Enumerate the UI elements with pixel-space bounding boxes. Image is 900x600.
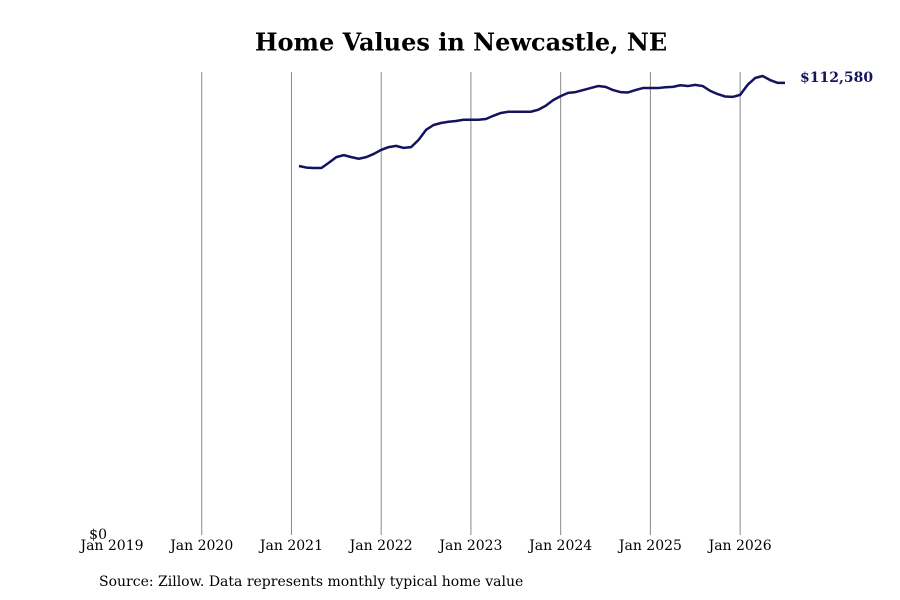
line-series — [298, 74, 786, 170]
x-tick-label: Jan 2022 — [348, 538, 413, 554]
value-label: $112,580 — [800, 70, 873, 86]
chart-title: Home Values in Newcastle, NE — [255, 28, 667, 57]
source-note: Source: Zillow. Data represents monthly … — [99, 574, 523, 590]
x-tick-label: Jan 2026 — [707, 538, 772, 554]
x-tick-label: Jan 2024 — [527, 538, 592, 554]
y-tick-label: $0 — [89, 527, 107, 543]
x-tick-label: Jan 2020 — [168, 538, 233, 554]
x-tick-label: Jan 2021 — [258, 538, 323, 554]
x-tick-label: Jan 2025 — [617, 538, 682, 554]
x-tick-label: Jan 2023 — [437, 538, 502, 554]
x-tick-label: Jan 2019 — [78, 538, 143, 554]
